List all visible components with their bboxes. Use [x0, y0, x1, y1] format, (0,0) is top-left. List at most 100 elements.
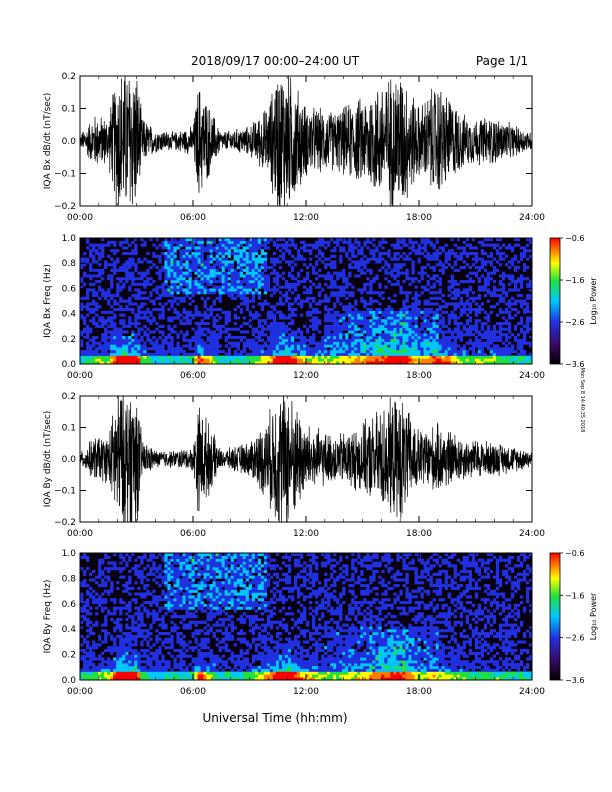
spectrogram-cell — [522, 324, 527, 328]
spectrogram-cell — [318, 294, 322, 298]
spectrogram-cell — [354, 327, 358, 331]
spectrogram-cell — [498, 322, 503, 326]
spectrogram-cell — [158, 324, 162, 328]
spectrogram-cell — [426, 302, 430, 306]
spectrogram-cell — [366, 319, 370, 323]
spectrogram-cell — [254, 327, 259, 331]
spectrogram-cell — [414, 291, 418, 295]
spectrogram-cell — [278, 333, 283, 337]
spectrogram-cell — [450, 341, 454, 345]
spectrogram-cell — [107, 632, 111, 636]
spectrogram-cell — [330, 263, 334, 267]
spectrogram-cell — [453, 344, 457, 348]
spectrogram-cell — [284, 327, 289, 331]
spectrogram-cell — [86, 238, 90, 242]
spectrogram-cell — [125, 553, 129, 557]
spectrogram-cell — [468, 296, 473, 300]
spectrogram-cell — [86, 324, 90, 328]
spectrogram-cell — [218, 257, 222, 261]
spectrogram-cell — [104, 606, 108, 610]
spectrogram-cell — [312, 316, 316, 320]
spectrogram-cell — [411, 327, 415, 331]
spectrogram-cell — [191, 246, 195, 250]
spectrogram-cell — [450, 277, 454, 281]
spectrogram-cell — [480, 274, 485, 278]
spectrogram-cell — [339, 260, 343, 264]
spectrogram-cell — [137, 271, 141, 275]
spectrogram-cell — [384, 263, 388, 267]
spectrogram-cell — [215, 358, 219, 362]
spectrogram-cell — [101, 316, 105, 320]
spectrogram-cell — [318, 252, 322, 256]
spectrogram-cell — [327, 310, 331, 314]
spectrogram-cell — [107, 310, 111, 314]
spectrogram-cell — [429, 257, 433, 261]
spectrogram-cell — [191, 316, 195, 320]
spectrogram-cell — [501, 296, 506, 300]
spectrogram-cell — [513, 238, 518, 242]
spectrogram-cell — [122, 361, 126, 365]
spectrogram-cell — [143, 341, 147, 345]
spectrogram-cell — [435, 274, 439, 278]
spectrogram-cell — [179, 274, 183, 278]
spectrogram-cell — [254, 240, 259, 244]
spectrogram-cell — [206, 249, 210, 253]
spectrogram-cell — [212, 347, 216, 351]
spectrogram-cell — [495, 294, 500, 298]
spectrogram-cell — [315, 263, 319, 267]
spectrogram-cell — [251, 347, 256, 351]
spectrogram-cell — [492, 358, 497, 362]
spectrogram-cell — [182, 240, 186, 244]
spectrogram-cell — [507, 274, 512, 278]
spectrogram-cell — [375, 336, 379, 340]
spectrogram-cell — [363, 336, 367, 340]
spectrogram-cell — [387, 280, 391, 284]
spectrogram-cell — [284, 350, 289, 354]
spectrogram-cell — [480, 352, 485, 356]
spectrogram-cell — [134, 238, 138, 242]
spectrogram-cell — [354, 336, 358, 340]
spectrogram-cell — [411, 313, 415, 317]
spectrogram-cell — [80, 600, 84, 605]
spectrogram-cell — [188, 302, 192, 306]
spectrogram-cell — [218, 324, 222, 328]
spectrogram-cell — [122, 240, 126, 244]
spectrogram-cell — [140, 310, 144, 314]
spectrogram-cell — [272, 305, 277, 309]
spectrogram-cell — [284, 341, 289, 345]
spectrogram-cell — [80, 643, 84, 647]
spectrogram-cell — [360, 330, 364, 334]
spectrogram-cell — [221, 330, 225, 334]
spectrogram-cell — [140, 243, 144, 247]
spectrogram-cell — [236, 358, 240, 362]
spectrogram-cell — [116, 358, 120, 362]
spectrogram-cell — [131, 308, 135, 312]
spectrogram-cell — [146, 612, 150, 616]
spectrogram-cell — [86, 257, 90, 261]
spectrogram-cell — [227, 288, 231, 292]
spectrogram-cell — [333, 246, 337, 250]
spectrogram-cell — [113, 240, 117, 244]
spectrogram-cell — [104, 333, 108, 337]
spectrogram-cell — [447, 352, 451, 356]
spectrogram-cell — [140, 355, 144, 359]
spectrogram-cell — [113, 299, 117, 303]
spectrogram-cell — [336, 240, 340, 244]
spectrogram-cell — [98, 595, 102, 599]
spectrogram-cell — [155, 355, 159, 359]
spectrogram-cell — [333, 291, 337, 295]
spectrogram-cell — [357, 336, 361, 340]
spectrogram-cell — [110, 646, 114, 650]
spectrogram-cell — [302, 240, 307, 244]
spectrogram-cell — [456, 288, 460, 292]
spectrogram-cell — [272, 268, 277, 272]
spectrogram-cell — [140, 274, 144, 278]
spectrogram-cell — [158, 271, 162, 275]
spectrogram-cell — [453, 282, 457, 286]
spectrogram-cell — [119, 665, 123, 670]
spectrogram-cell — [221, 350, 225, 354]
spectrogram-cell — [83, 648, 87, 653]
spectrogram-cell — [194, 246, 198, 250]
y-tick-label: 0.6 — [62, 284, 77, 294]
spectrogram-cell — [227, 254, 231, 258]
